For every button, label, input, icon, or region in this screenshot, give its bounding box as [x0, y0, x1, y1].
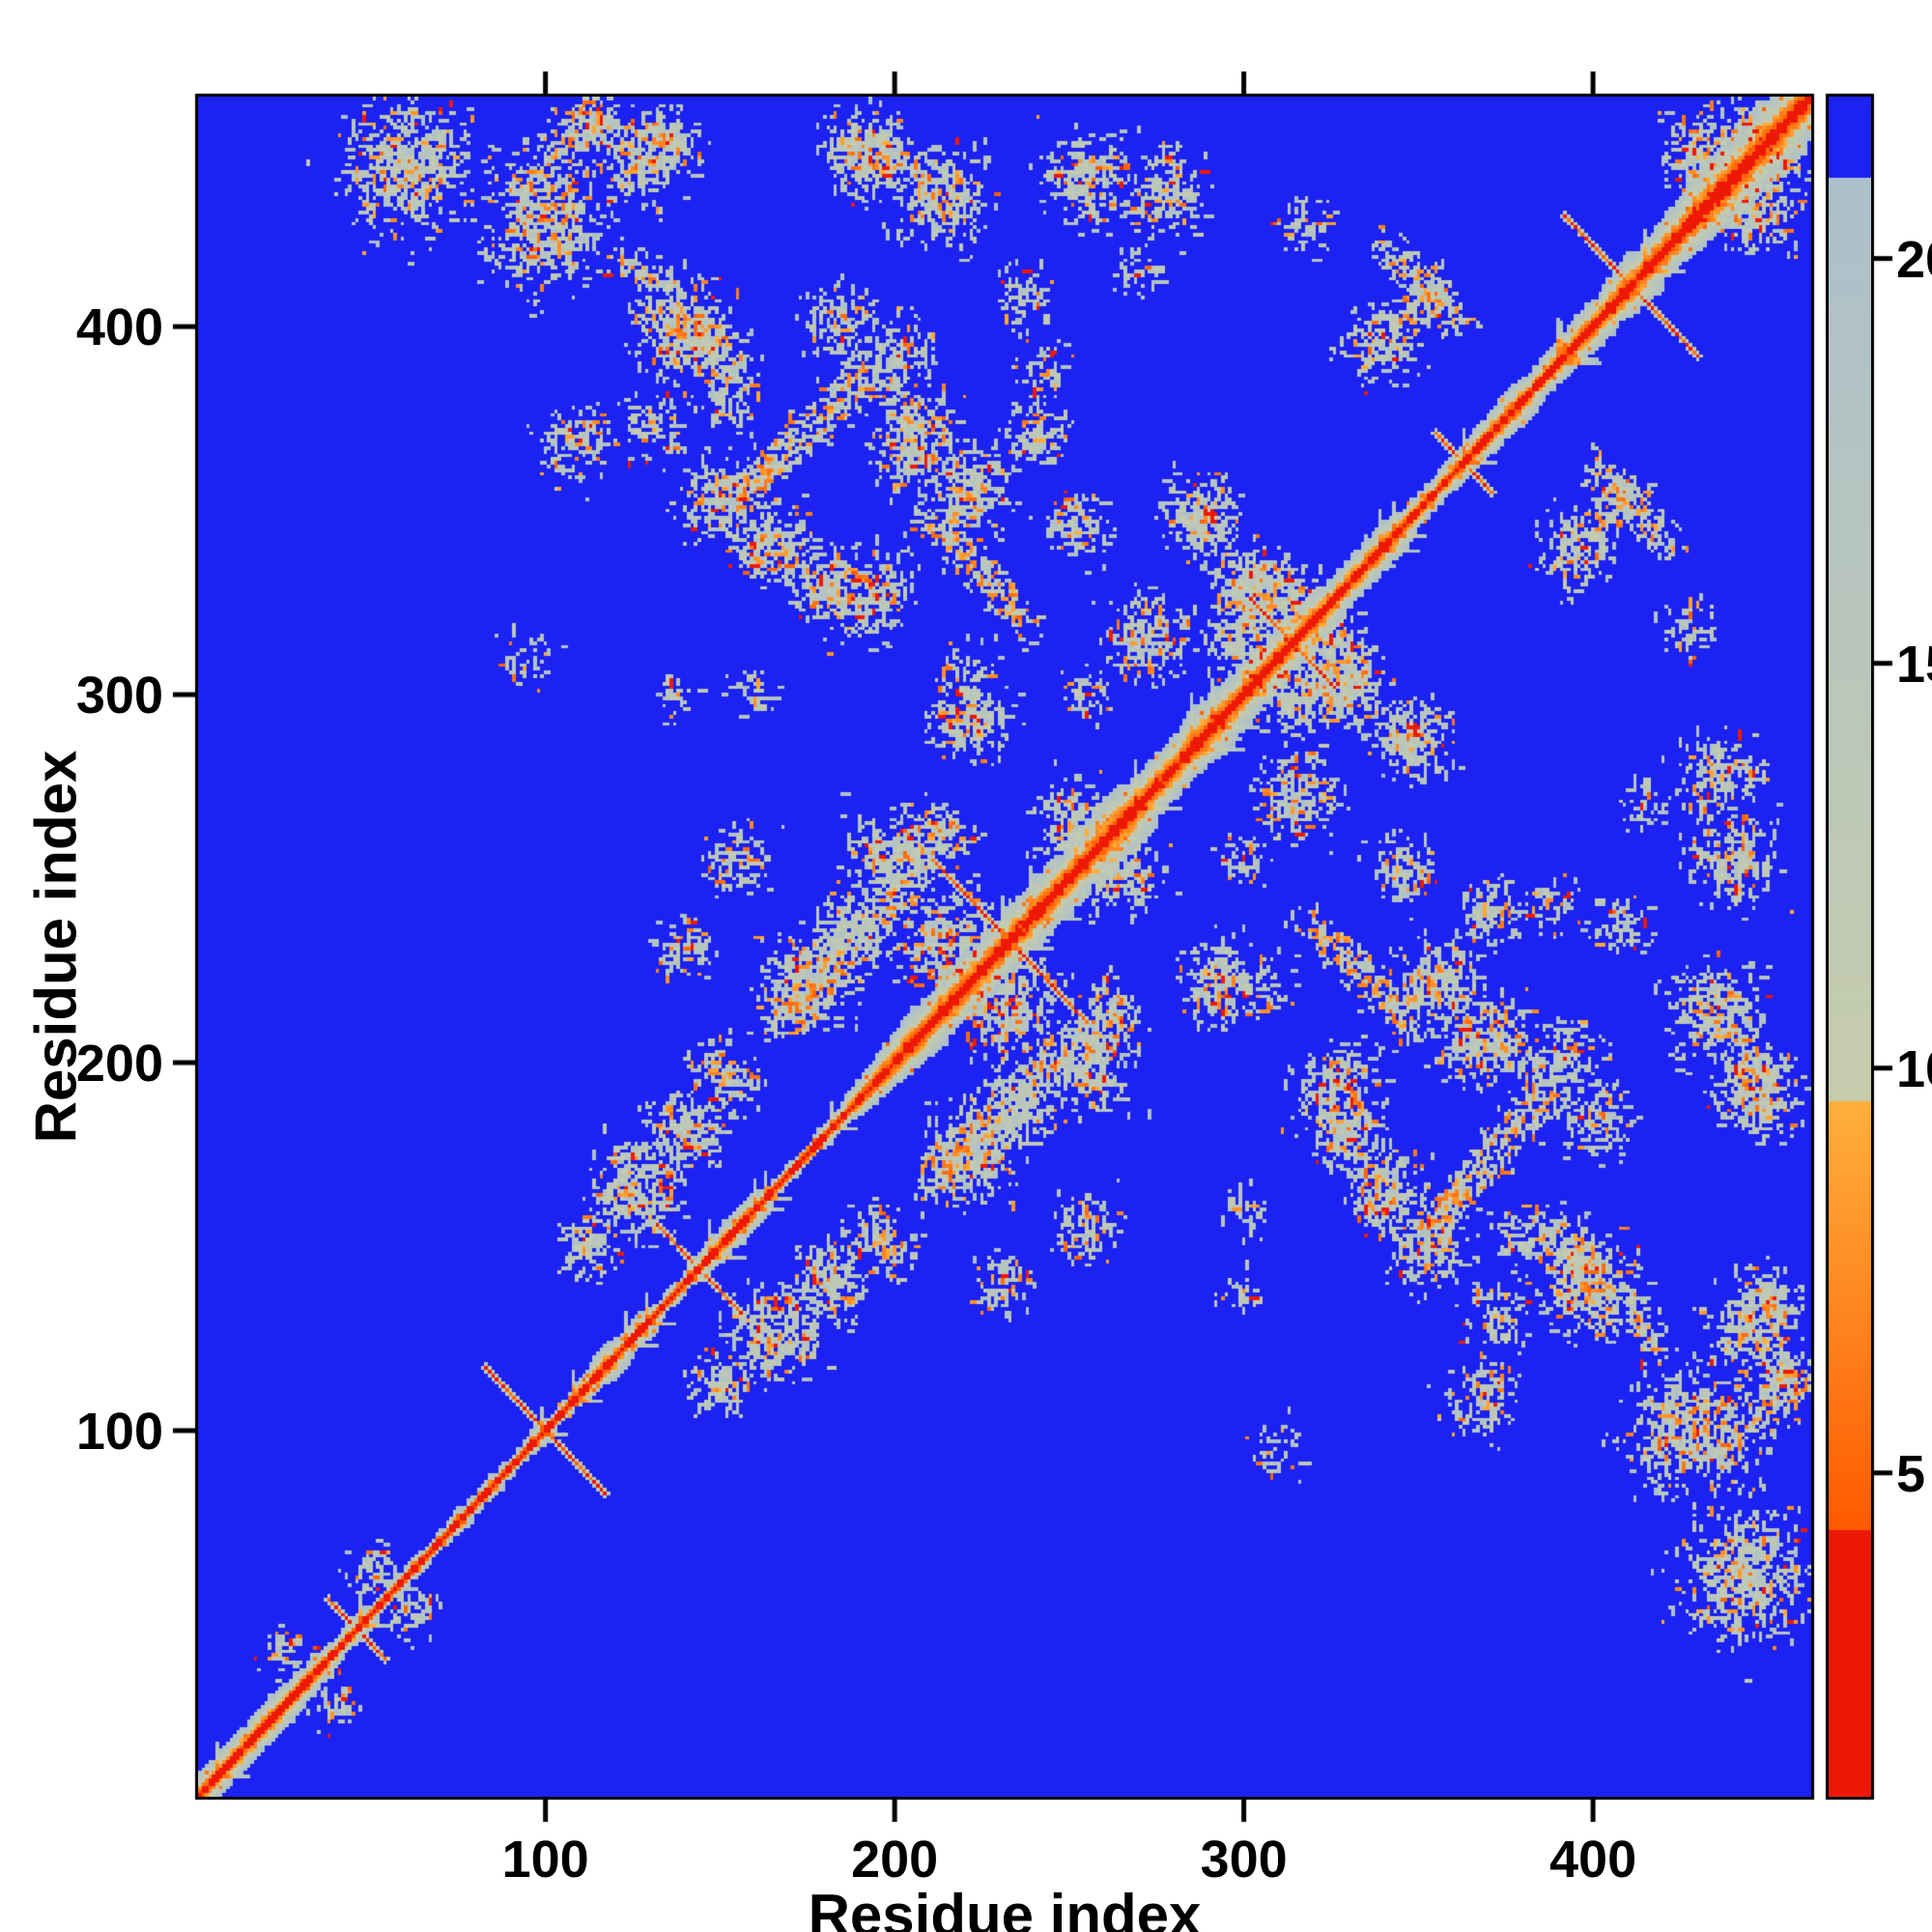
x-tick-label: 300: [1200, 1831, 1288, 1889]
colorbar-tick-label: 20: [1896, 230, 1932, 289]
x-tick-label: 200: [851, 1831, 939, 1889]
y-tick-label: 400: [75, 298, 163, 357]
x-tick-label: 400: [1549, 1831, 1637, 1889]
x-tick-label: 100: [501, 1831, 589, 1889]
y-tick-label: 100: [75, 1402, 163, 1461]
y-tick-label: 200: [75, 1035, 163, 1093]
colorbar-tick-label: 5: [1896, 1444, 1926, 1503]
colorbar-canvas: [1829, 97, 1871, 1797]
colorbar-tick-label: 10: [1896, 1039, 1932, 1098]
colorbar-tick-label: 15: [1896, 635, 1932, 694]
y-tick-label: 300: [75, 667, 163, 725]
heatmap-canvas: [198, 97, 1811, 1797]
x-axis-label: Residue index: [808, 1883, 1202, 1932]
